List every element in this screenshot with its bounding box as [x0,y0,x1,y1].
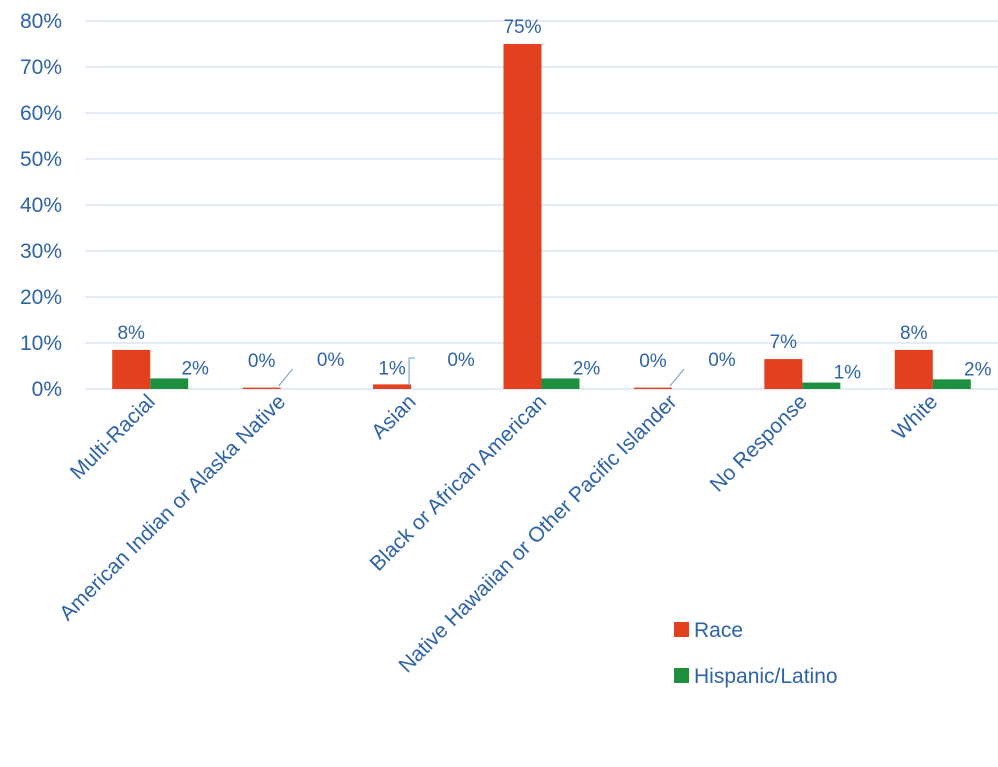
y-tick-label: 70% [20,56,62,79]
x-category-label: Multi-Racial [66,390,160,484]
bar-race [112,349,151,389]
y-tick-label: 40% [20,194,62,217]
bar-hispanic-latino [932,379,971,389]
legend: Race Hispanic/Latino [674,619,838,688]
data-label-leader-line [408,357,416,386]
x-category-label: No Response [706,390,812,496]
y-axis-ticks: 0% 10% 20% 30% 40% 50% 60% 70% 80% [20,10,62,401]
x-category-label: Native Hawaiian or Other Pacific Islande… [394,390,681,677]
y-tick-label: 20% [20,286,62,309]
data-label: 0% [639,351,667,372]
data-label: 1% [834,363,862,384]
data-label: 0% [708,350,736,371]
data-label: 2% [181,358,209,379]
x-category-label: American Indian or Alaska Native [55,390,290,625]
data-label: 2% [573,358,601,379]
bar-race [894,349,933,389]
data-label: 75% [503,17,541,38]
bar-race [373,384,412,389]
y-tick-label: 10% [20,332,62,355]
data-labels-layer: 8% 2% 0% 0% 1% 0% 75% 2% 0% 0% 7% 1% 8% 2% [117,17,991,384]
data-label: 0% [248,351,276,372]
y-tick-label: 60% [20,102,62,125]
legend-swatch [674,668,689,683]
bar-hispanic-latino [150,378,189,389]
y-tick-label: 80% [20,10,62,33]
bar-race [503,44,542,389]
legend-label: Hispanic/Latino [694,665,838,688]
data-label: 0% [447,350,475,371]
legend-label: Race [694,619,743,642]
data-label: 8% [117,323,145,344]
data-label: 7% [770,332,798,353]
bar-hispanic-latino [802,382,841,389]
bar-race [633,387,672,389]
leader-lines-layer [278,357,685,387]
bars-layer [112,44,971,389]
bar-race [764,359,803,389]
y-tick-label: 0% [32,378,62,401]
data-label: 1% [378,358,406,379]
bar-race [242,387,281,389]
y-tick-label: 50% [20,148,62,171]
legend-swatch [674,622,689,637]
data-label: 8% [900,323,928,344]
y-tick-label: 30% [20,240,62,263]
data-label: 2% [964,359,992,380]
data-label: 0% [317,350,345,371]
data-label-leader-line [278,368,294,387]
x-category-label: Asian [367,390,420,443]
data-label-leader-line [669,368,685,387]
x-category-label: White [888,390,942,444]
bar-hispanic-latino [541,378,580,389]
